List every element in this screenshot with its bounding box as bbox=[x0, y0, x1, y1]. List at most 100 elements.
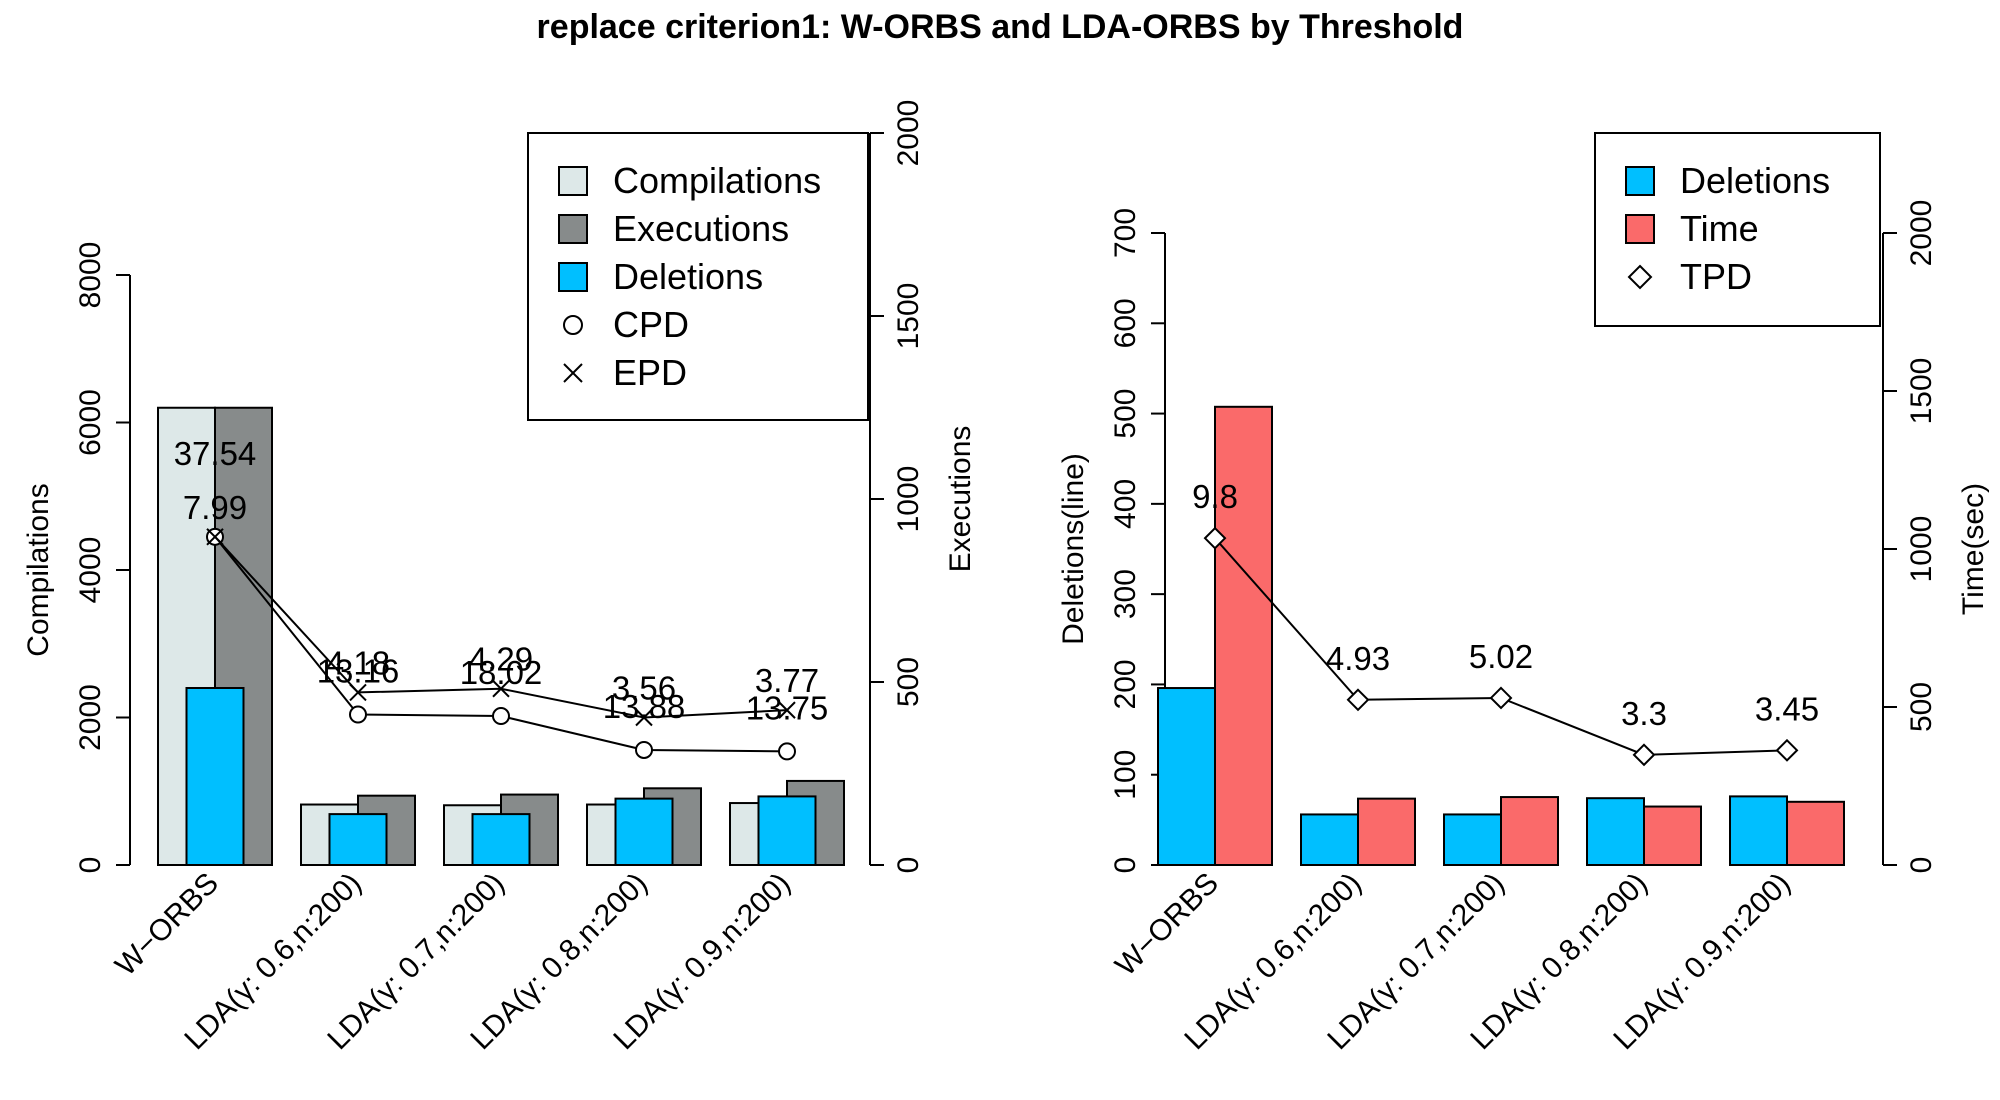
epd-point bbox=[492, 680, 510, 698]
data-label: 18.02 bbox=[460, 654, 543, 691]
left-tick-label: 300 bbox=[1109, 569, 1142, 619]
left-y-axis: 0 100 200 300 400 500 600 700 Deletions(line) bbox=[1057, 208, 1166, 874]
left-tick-label: 8000 bbox=[74, 242, 107, 309]
data-label: 4.29 bbox=[469, 641, 533, 678]
legend-label: Executions bbox=[613, 208, 789, 249]
data-label: 4.93 bbox=[1326, 640, 1390, 677]
data-label: 13.75 bbox=[746, 689, 829, 726]
tpd-point bbox=[1632, 743, 1656, 767]
legend-diamond-marker bbox=[1627, 264, 1653, 290]
left-panel: 0 2000 4000 6000 8000 Compilations 0 500 1000 150… bbox=[22, 100, 977, 1057]
right-tick-label: 500 bbox=[892, 657, 925, 707]
right-tick-label: 500 bbox=[1905, 682, 1938, 732]
cpd-point bbox=[492, 707, 510, 726]
bar-time bbox=[1214, 405, 1273, 866]
right-y-axis: 0 500 1000 1500 2000 Executions bbox=[869, 100, 977, 873]
legend-label: Deletions bbox=[1680, 160, 1830, 201]
legend-swatch bbox=[1625, 166, 1655, 196]
tpd-point bbox=[1489, 686, 1513, 710]
bar-time bbox=[1643, 805, 1702, 866]
legend-label: Deletions bbox=[613, 256, 763, 297]
epd-point bbox=[778, 701, 796, 719]
left-tick-label: 4000 bbox=[74, 537, 107, 604]
left-tick-label: 400 bbox=[1109, 479, 1142, 529]
right-tick-label: 2000 bbox=[1905, 200, 1938, 267]
data-label: 3.45 bbox=[1755, 690, 1819, 727]
legend-swatch bbox=[558, 166, 588, 196]
right-tick-label: 1500 bbox=[892, 283, 925, 350]
legend-label: EPD bbox=[613, 352, 687, 393]
tpd-point bbox=[1346, 688, 1370, 712]
left-tick-label: 100 bbox=[1109, 750, 1142, 800]
category-label: W−ORBS bbox=[109, 867, 225, 983]
legend-swatch bbox=[1625, 214, 1655, 244]
bar-deletions bbox=[1157, 687, 1216, 866]
legend: Compilations Executions Deletions CPD EPD bbox=[527, 132, 869, 421]
legend-swatch bbox=[558, 262, 588, 292]
bars bbox=[1157, 405, 1845, 867]
bar-deletions bbox=[1300, 813, 1359, 867]
legend-circle-marker bbox=[563, 315, 583, 335]
left-tick-label: 700 bbox=[1109, 208, 1142, 258]
right-tick-label: 0 bbox=[1905, 857, 1938, 874]
epd-point bbox=[635, 708, 653, 727]
left-axis-title: Compilations bbox=[22, 483, 55, 656]
right-y-axis: 0 500 1000 1500 2000 Time(sec) bbox=[1882, 200, 1990, 874]
chart-title: replace criterion1: W-ORBS and LDA-ORBS … bbox=[537, 8, 1464, 46]
data-label: 3.77 bbox=[755, 662, 819, 699]
bar-deletions bbox=[1729, 795, 1788, 867]
data-label: 3.56 bbox=[612, 670, 676, 707]
bar-time bbox=[1500, 796, 1559, 866]
legend-cross-marker bbox=[563, 363, 583, 383]
right-tick-label: 1000 bbox=[892, 466, 925, 533]
bars bbox=[157, 406, 845, 867]
legend-label: TPD bbox=[1680, 256, 1752, 297]
bar-deletions bbox=[614, 797, 674, 866]
left-axis-title: Deletions(line) bbox=[1057, 453, 1090, 645]
data-label: 13.16 bbox=[317, 653, 400, 690]
cpd-point bbox=[778, 742, 796, 761]
epd-point bbox=[206, 528, 224, 546]
left-y-axis: 0 2000 4000 6000 8000 Compilations bbox=[22, 242, 131, 874]
bar-time bbox=[1357, 797, 1416, 867]
category-label: W−ORBS bbox=[1109, 867, 1225, 983]
bar-deletions bbox=[328, 813, 388, 866]
data-label: 9.8 bbox=[1192, 478, 1238, 515]
right-tick-label: 1500 bbox=[1905, 358, 1938, 425]
bar-time bbox=[1786, 800, 1845, 866]
data-label: 37.54 bbox=[174, 435, 257, 472]
legend-label: Time bbox=[1680, 208, 1759, 249]
data-label: 7.99 bbox=[183, 489, 247, 526]
epd-point bbox=[349, 683, 367, 702]
left-tick-label: 600 bbox=[1109, 298, 1142, 348]
legend-swatch bbox=[558, 214, 588, 244]
cpd-point bbox=[349, 705, 367, 724]
right-axis-title: Executions bbox=[944, 426, 977, 573]
left-tick-label: 0 bbox=[74, 857, 107, 874]
cpd-point bbox=[635, 740, 653, 759]
bar-deletions bbox=[757, 795, 817, 866]
bar-deletions bbox=[185, 687, 245, 866]
data-label: 4.18 bbox=[326, 644, 390, 681]
tpd-point bbox=[1775, 738, 1799, 762]
right-axis-title: Time(sec) bbox=[1957, 483, 1990, 615]
right-panel: 0 100 200 300 400 500 600 700 Deletions(line) 0 50… bbox=[1057, 132, 1990, 1057]
bar-deletions bbox=[1586, 797, 1645, 867]
tpd-point bbox=[1203, 526, 1227, 550]
right-tick-label: 2000 bbox=[892, 100, 925, 167]
legend-label: Compilations bbox=[613, 160, 821, 201]
bar-deletions bbox=[471, 813, 531, 866]
left-tick-label: 0 bbox=[1109, 857, 1142, 874]
left-tick-label: 6000 bbox=[74, 389, 107, 456]
right-tick-label: 1000 bbox=[1905, 516, 1938, 583]
data-label: 3.3 bbox=[1621, 695, 1667, 732]
line-series: 9.8 4.93 5.02 3.3 3.45 bbox=[1192, 478, 1819, 767]
bar-deletions bbox=[1443, 813, 1502, 867]
left-tick-label: 200 bbox=[1109, 659, 1142, 709]
left-tick-label: 2000 bbox=[74, 684, 107, 751]
data-label: 5.02 bbox=[1469, 638, 1533, 675]
left-tick-label: 500 bbox=[1109, 389, 1142, 439]
